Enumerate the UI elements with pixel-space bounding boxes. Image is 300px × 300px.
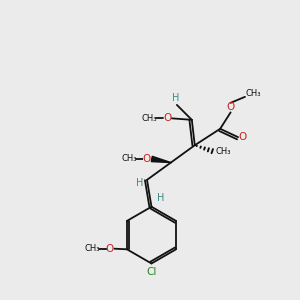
Text: O: O [227,102,235,112]
Text: CH₃: CH₃ [141,114,157,123]
Text: CH₃: CH₃ [85,244,100,253]
Text: CH₃: CH₃ [121,154,137,164]
Text: O: O [238,132,246,142]
Text: O: O [106,244,114,254]
Polygon shape [151,156,171,163]
Text: O: O [163,113,171,123]
Text: H: H [136,178,143,188]
Bar [106,245,113,252]
Text: H: H [172,93,180,103]
Text: CH₃: CH₃ [246,89,261,98]
Bar [228,104,234,112]
Bar [173,96,179,103]
Text: O: O [142,154,151,164]
Bar [164,115,170,122]
Text: Cl: Cl [146,267,157,278]
Bar [143,155,150,163]
Text: CH₃: CH₃ [215,147,231,156]
Text: H: H [157,194,164,203]
Bar [239,134,245,141]
